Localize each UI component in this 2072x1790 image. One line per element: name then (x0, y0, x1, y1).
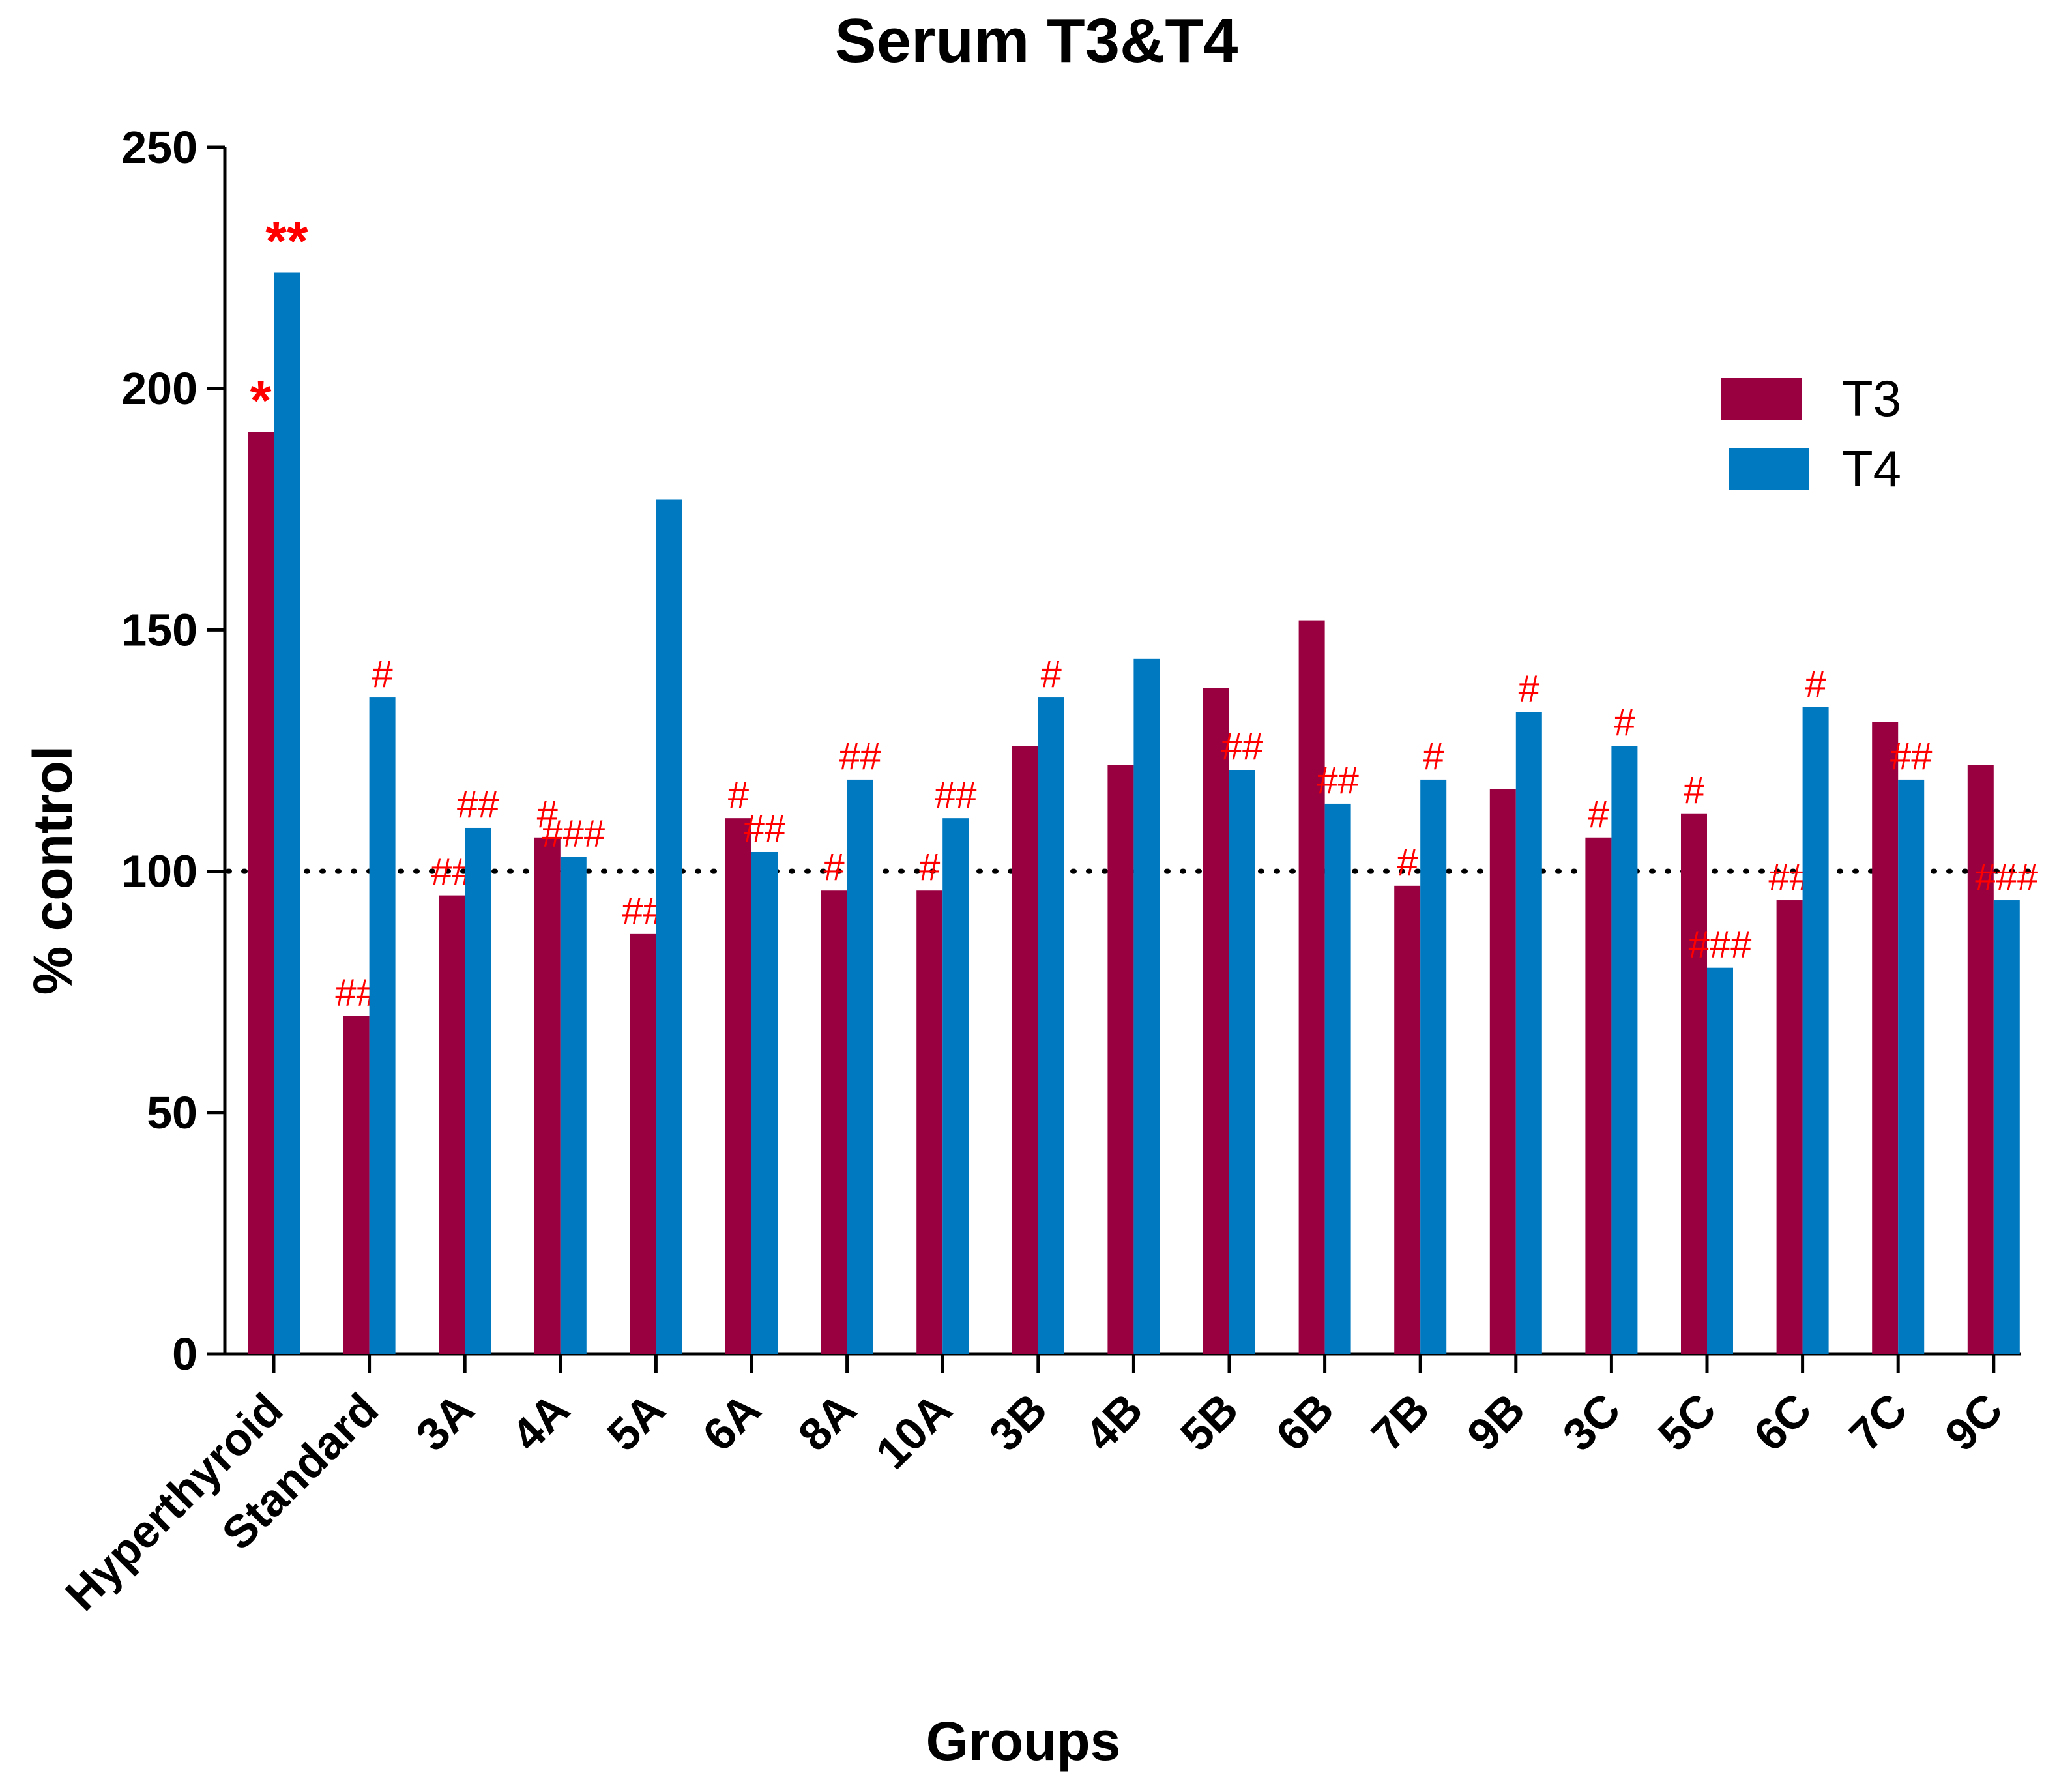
bar-t4 (1038, 697, 1064, 1354)
bar-t4 (656, 499, 682, 1355)
significance-annotation: ## (1890, 735, 1933, 778)
legend-label-t4: T4 (1842, 440, 1901, 497)
x-tick-label: 7C (1839, 1383, 1916, 1460)
bar-t3 (630, 933, 656, 1354)
x-tick-label: 6A (693, 1383, 770, 1460)
significance-annotation: # (1588, 793, 1609, 836)
x-tick-label: 8A (789, 1383, 866, 1460)
significance-annotation: ### (542, 812, 605, 855)
significance-annotation: # (1423, 735, 1444, 778)
x-tick-label: 9C (1935, 1383, 2012, 1460)
bar-t4 (1707, 967, 1733, 1354)
y-axis-title: % control (22, 746, 83, 995)
bar-t3 (1298, 620, 1325, 1354)
y-tick-label: 0 (172, 1328, 197, 1379)
bar-t4 (1229, 770, 1255, 1354)
bar-t4 (1324, 803, 1351, 1354)
legend-swatch-t4 (1729, 448, 1809, 490)
significance-annotation: ## (457, 784, 499, 826)
bar-t3 (1203, 688, 1229, 1354)
bar-t3 (725, 818, 751, 1354)
significance-annotation: ### (1689, 924, 1752, 966)
bar-t4 (1993, 900, 2020, 1354)
bar-t3 (1394, 885, 1421, 1354)
plot-area: 050100150200250Hyperthyroid***Standard##… (55, 122, 2043, 1621)
bar-t4 (1515, 712, 1542, 1354)
x-tick-label: 5A (598, 1383, 675, 1460)
bar-t3 (1681, 813, 1707, 1354)
x-tick-label: 10A (866, 1383, 961, 1478)
significance-annotation: ## (1317, 759, 1359, 802)
bar-t4 (369, 697, 396, 1354)
y-tick-label: 250 (121, 122, 197, 173)
x-tick-label: 4A (502, 1383, 579, 1460)
x-tick-label: 9B (1457, 1383, 1534, 1460)
bar-t3 (439, 895, 465, 1354)
x-tick-label: 7B (1362, 1383, 1438, 1460)
y-tick-label: 100 (121, 846, 197, 897)
bar-t3 (1776, 900, 1803, 1354)
significance-annotation: ## (1221, 726, 1264, 768)
bar-t3 (534, 837, 561, 1354)
bar-t4 (942, 818, 969, 1354)
x-tick-label: 5B (1171, 1383, 1248, 1460)
bar-t4 (1802, 707, 1829, 1354)
bar-t4 (1133, 658, 1160, 1354)
significance-annotation: # (1519, 668, 1539, 710)
bar-t4 (274, 272, 300, 1354)
x-tick-label: 3C (1553, 1383, 1630, 1460)
chart-title: Serum T3&T4 (835, 6, 1238, 76)
significance-annotation: # (1684, 769, 1704, 812)
significance-annotation: # (1041, 653, 1062, 696)
x-tick-label: 3A (406, 1383, 483, 1460)
x-tick-label: 6B (1266, 1383, 1343, 1460)
bar-t3 (343, 1016, 370, 1354)
significance-annotation: ## (839, 735, 881, 778)
x-tick-label: 4B (1075, 1383, 1152, 1460)
bar-t3 (1585, 837, 1612, 1354)
significance-annotation: # (1614, 701, 1635, 744)
bar-t4 (1898, 779, 1925, 1354)
bar-t3 (821, 890, 847, 1354)
significance-annotation: # (1397, 842, 1418, 884)
x-axis-title: Groups (926, 1710, 1121, 1772)
bar-t3 (1107, 765, 1134, 1354)
x-tick-label: 5C (1648, 1383, 1725, 1460)
bar-t3 (1012, 746, 1038, 1354)
bar-t4 (847, 779, 873, 1354)
significance-annotation: ## (935, 774, 977, 816)
legend-swatch-t3 (1721, 378, 1802, 420)
significance-annotation: # (372, 653, 392, 696)
bar-t4 (1420, 779, 1447, 1354)
bar-t3 (1872, 722, 1899, 1354)
significance-annotation: # (1805, 663, 1826, 705)
bar-t3 (1967, 765, 1994, 1354)
bar-t4 (465, 827, 491, 1354)
y-tick-label: 150 (121, 604, 197, 655)
significance-annotation: # (728, 774, 749, 816)
x-tick-label: 3B (980, 1383, 1057, 1460)
bar-t3 (1489, 789, 1516, 1354)
significance-annotation: * (250, 370, 272, 431)
significance-annotation: # (823, 846, 844, 888)
bar-t4 (751, 851, 778, 1354)
y-tick-label: 50 (147, 1087, 197, 1138)
y-tick-label: 200 (121, 363, 197, 414)
significance-annotation: ## (744, 808, 786, 850)
bar-t3 (916, 890, 943, 1354)
significance-annotation: ** (265, 211, 308, 272)
bar-t3 (248, 432, 274, 1355)
significance-annotation: # (919, 846, 940, 888)
legend-label-t3: T3 (1842, 370, 1901, 427)
significance-annotation: ### (1975, 856, 2038, 898)
bar-t4 (560, 857, 587, 1354)
significance-annotation: # (537, 793, 558, 836)
bar-t4 (1611, 746, 1638, 1354)
x-tick-label: 6C (1744, 1383, 1821, 1460)
